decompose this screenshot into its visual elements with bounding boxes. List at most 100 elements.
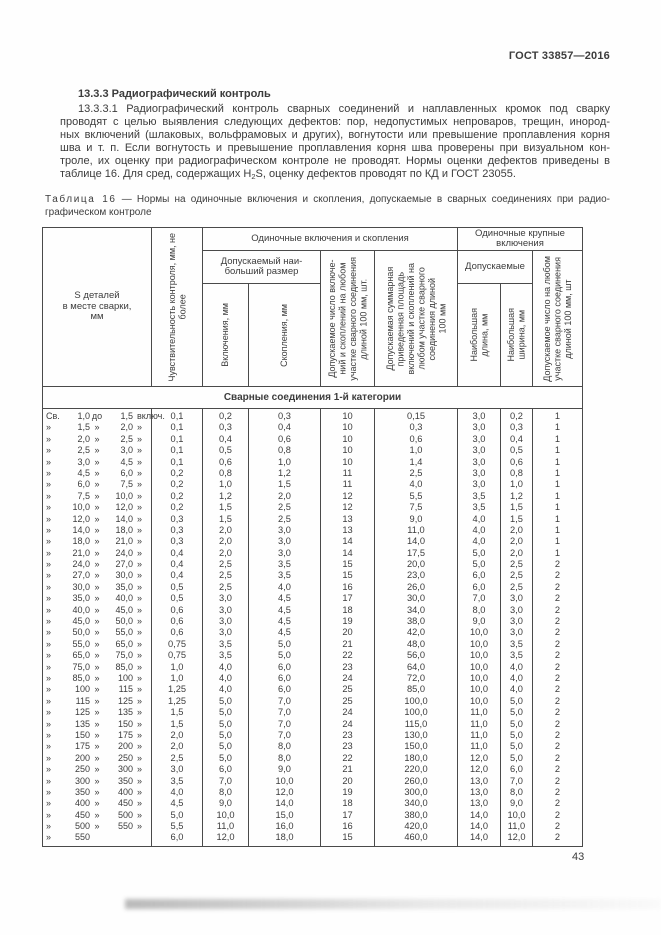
- header-max-width: Наибольшая ширина, мм: [501, 284, 533, 386]
- table-cell: 3,5: [472, 502, 486, 513]
- table-cell: 17,5: [406, 547, 426, 558]
- row-label-part: 3,0: [77, 456, 90, 467]
- row-label-part: »: [46, 445, 52, 456]
- row-label-part: »: [94, 752, 100, 763]
- table-cell: 6,0: [278, 672, 291, 683]
- table-cell: 4,0: [472, 524, 486, 535]
- row-label-part: 2,0: [120, 422, 133, 433]
- row-label: » 400 » 450 »: [43, 798, 151, 809]
- header-group-single-inclusions: Одиночные включения и скопления: [203, 228, 458, 251]
- row-label-part: 12,0: [115, 502, 133, 513]
- table-cell: 2: [554, 627, 561, 638]
- table-cell: 100,0: [404, 695, 428, 706]
- table-cell: 340,0: [404, 798, 428, 809]
- row-label-part: [133, 832, 151, 843]
- table-cell: 0,2: [219, 411, 232, 421]
- table-cell: 4,5: [170, 798, 184, 809]
- row-label-part: 35,0: [115, 581, 133, 592]
- row-label-part: »: [137, 627, 143, 638]
- row-label-part: »: [137, 433, 143, 444]
- table-cell: 15,0: [275, 809, 294, 820]
- table-cell: 2: [554, 821, 561, 832]
- table-cell: 220,0: [404, 764, 428, 775]
- header-control-sensitivity: Чувствительность контроля, мм, не более: [152, 228, 203, 386]
- scan-artifact: [125, 899, 661, 909]
- table-cell: 2,5: [278, 502, 291, 513]
- table-cell: 3,0: [472, 433, 486, 444]
- row-label-part: »: [137, 809, 143, 820]
- table-cell: 115,0: [404, 718, 428, 729]
- row-label-part: »: [46, 604, 52, 615]
- table-cell: 10: [342, 411, 353, 421]
- table-cell: 13: [342, 513, 353, 524]
- table-cell: 4,0: [510, 684, 523, 695]
- table-cell: 0,4: [219, 433, 232, 444]
- table-cell: 3,0: [278, 536, 291, 547]
- row-label-part: »: [46, 513, 52, 524]
- table-cell: 2,0: [510, 536, 523, 547]
- row-label-part: 1,0: [77, 411, 90, 421]
- row-label-part: »: [46, 559, 52, 570]
- row-label-part: »: [94, 559, 100, 570]
- table-cell: 13,0: [469, 775, 489, 786]
- row-label-part: 250: [74, 764, 90, 775]
- row-label-part: »: [94, 490, 100, 501]
- table-cell: 3,0: [472, 456, 486, 467]
- row-label: » 14,0 » 18,0 »: [43, 525, 151, 536]
- table-cell: 14,0: [406, 536, 426, 547]
- table-cell: 12: [342, 502, 353, 513]
- row-label-part: »: [94, 672, 100, 683]
- row-label-part: »: [46, 524, 52, 535]
- row-label-part: до: [91, 411, 103, 421]
- table-cell: 24: [342, 718, 353, 729]
- table-cell: 4,0: [219, 661, 232, 672]
- row-label-part: »: [94, 593, 100, 604]
- row-label-part: 40,0: [72, 604, 90, 615]
- table-cell: 2: [554, 809, 561, 820]
- rotated-text: Наибольшая ширина, мм: [506, 308, 527, 362]
- subscript: 2: [251, 172, 256, 181]
- header-detail-thickness: S деталей в месте сварки, мм: [43, 228, 152, 386]
- table-cell: 2,5: [219, 559, 232, 570]
- norms-table: S деталей в месте сварки, мм Чувствитель…: [42, 227, 583, 847]
- header-allowed: Допускаемые: [458, 251, 533, 284]
- row-label-part: 65,0: [72, 650, 90, 661]
- table-cell: 0,8: [219, 467, 232, 478]
- row-label: » 550: [43, 832, 151, 843]
- row-label-part: »: [137, 570, 143, 581]
- row-label-part: »: [137, 650, 143, 661]
- table-cell: 3,0: [278, 524, 291, 535]
- table-cell: 1,5: [278, 479, 291, 490]
- row-label-part: 6,0: [77, 479, 90, 490]
- table-cell: 2,0: [170, 741, 184, 752]
- table-cell: 0,3: [278, 411, 291, 421]
- row-label-part: »: [94, 433, 100, 444]
- row-label-part: 450: [74, 809, 90, 820]
- table-cell: 150,0: [404, 741, 428, 752]
- table-cell: 2: [554, 616, 561, 627]
- table-cell: 7,0: [278, 729, 291, 740]
- table-cell: 0,3: [510, 422, 523, 433]
- row-label-part: 27,0: [72, 570, 90, 581]
- row-label-part: »: [137, 536, 143, 547]
- table-cell: 16: [342, 581, 353, 592]
- table-cell: 14,0: [469, 809, 489, 820]
- table-cell: 13,0: [469, 798, 489, 809]
- table-caption-line2: графическом контроле: [45, 206, 152, 218]
- row-label: » 50,0 » 55,0 »: [43, 627, 151, 638]
- table-cell: 2: [554, 832, 561, 843]
- table-cell: 0,2: [170, 502, 184, 513]
- row-label-part: »: [137, 786, 143, 797]
- row-label-part: 300: [117, 764, 133, 775]
- table-cell: 3,5: [219, 650, 232, 661]
- row-label-part: »: [94, 729, 100, 740]
- table-cell: 4,5: [278, 593, 291, 604]
- row-label-part: 65,0: [115, 638, 133, 649]
- table-cell: 0,4: [510, 433, 523, 444]
- row-label-part: 55,0: [115, 627, 133, 638]
- row-label-part: »: [137, 616, 143, 627]
- table-cell: 23: [342, 741, 353, 752]
- row-label-part: 21,0: [72, 547, 90, 558]
- table-cell: 0,75: [167, 638, 187, 649]
- row-label-part: »: [94, 467, 100, 478]
